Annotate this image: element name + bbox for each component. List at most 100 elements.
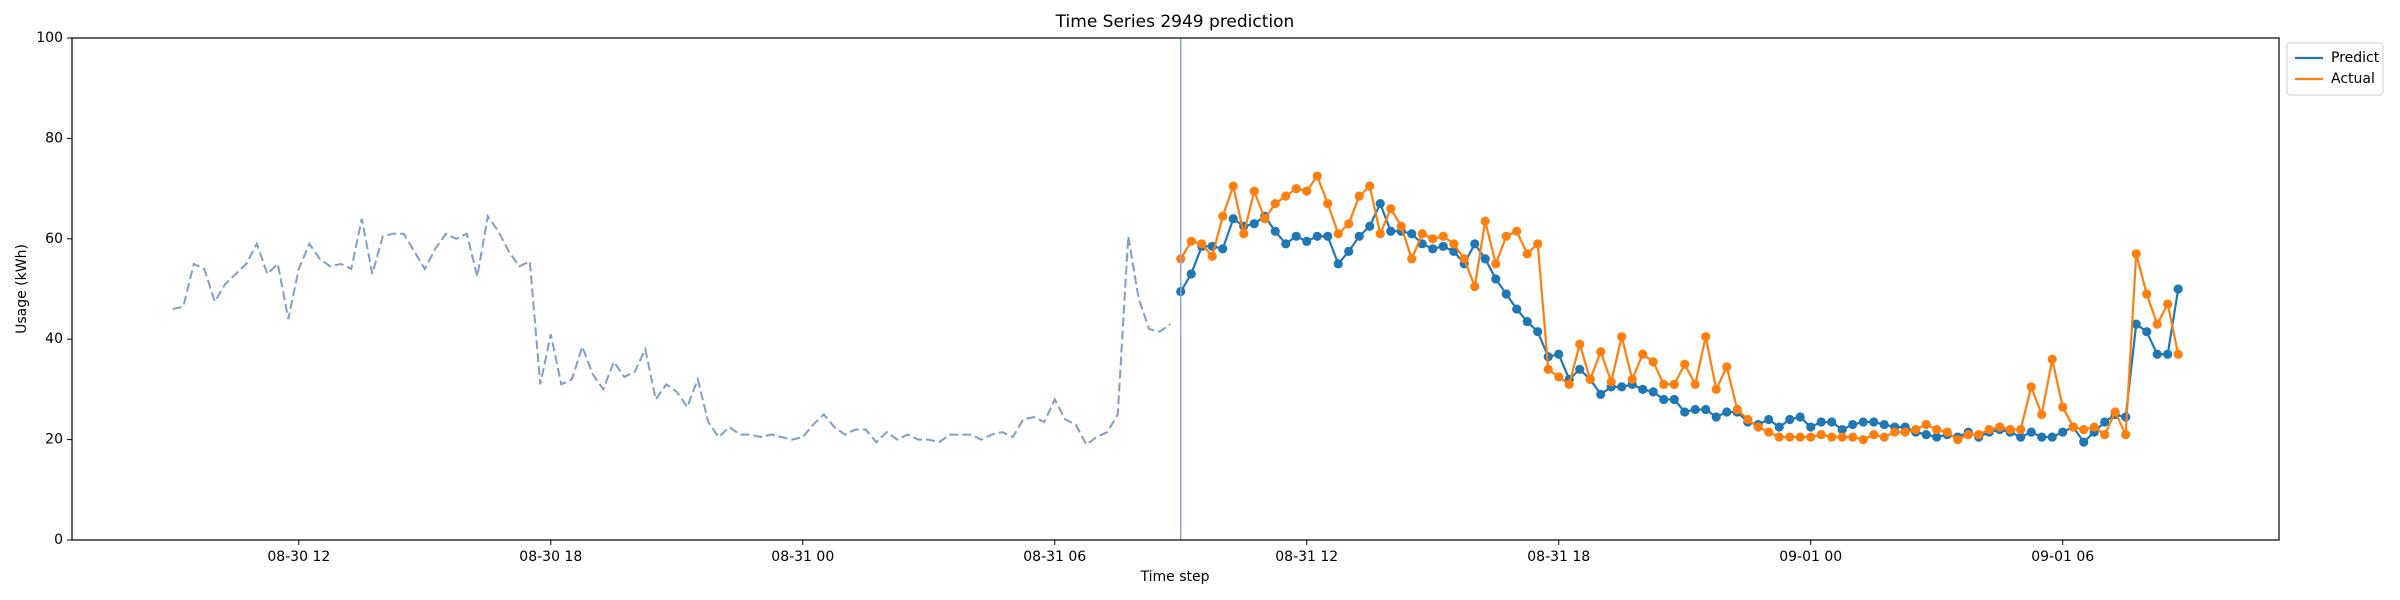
data-point <box>2047 354 2057 364</box>
data-point <box>1417 229 1427 239</box>
data-point <box>1701 332 1711 342</box>
data-point <box>1795 412 1805 422</box>
data-point <box>1848 432 1858 442</box>
data-point <box>2100 417 2110 427</box>
data-point <box>1512 226 1522 236</box>
data-point <box>1470 239 1480 249</box>
data-point <box>2152 349 2162 359</box>
data-point <box>1764 414 1774 425</box>
data-point <box>2079 424 2089 435</box>
data-point <box>1890 427 1900 437</box>
y-tick-label: 40 <box>45 331 63 347</box>
data-point <box>1186 269 1196 279</box>
data-point <box>1953 435 1963 445</box>
data-point <box>1669 379 1679 389</box>
data-point <box>1806 422 1816 432</box>
data-point <box>1911 424 1921 435</box>
data-point <box>1827 432 1837 442</box>
data-point <box>1218 211 1228 221</box>
data-point <box>1228 181 1238 191</box>
data-point <box>1249 186 1259 196</box>
data-point <box>2068 422 2078 432</box>
data-point <box>1680 359 1690 369</box>
data-point <box>1470 281 1480 292</box>
data-point <box>1869 417 1879 427</box>
data-point <box>1323 199 1333 209</box>
data-point <box>1827 417 1837 427</box>
data-point <box>1638 349 1648 359</box>
data-point <box>1449 246 1459 256</box>
data-point <box>2131 249 2141 259</box>
data-point <box>1995 422 2005 432</box>
plot-frame <box>71 37 2280 541</box>
data-point <box>1365 181 1375 191</box>
data-point <box>1438 231 1448 241</box>
data-point <box>2026 382 2036 392</box>
data-point <box>1837 432 1847 442</box>
x-tick-label: 09-01 00 <box>1779 549 1842 565</box>
data-point <box>1302 236 1312 246</box>
data-point <box>1606 377 1616 387</box>
data-point <box>2131 319 2141 329</box>
data-point <box>1344 246 1354 256</box>
y-axis-label: Usage (kWh) <box>14 244 30 334</box>
data-point <box>1848 419 1858 430</box>
data-point <box>1680 407 1690 417</box>
x-tick-label: 08-30 18 <box>519 549 582 565</box>
x-axis-label: Time step <box>1140 569 1210 585</box>
data-point <box>1785 432 1795 442</box>
data-point <box>1522 249 1532 259</box>
data-point <box>1942 427 1952 437</box>
data-point <box>2005 424 2015 435</box>
data-point <box>1291 184 1301 194</box>
data-point <box>1648 357 1658 367</box>
data-point <box>2163 349 2173 359</box>
data-point <box>1543 364 1553 374</box>
data-point <box>2047 432 2057 442</box>
data-point <box>2037 409 2047 420</box>
data-point <box>1197 239 1207 249</box>
data-point <box>1428 234 1438 244</box>
data-point <box>1312 231 1322 241</box>
data-point <box>1354 191 1364 201</box>
data-point <box>2089 422 2099 432</box>
data-point <box>2026 427 2036 437</box>
data-point <box>2173 284 2183 294</box>
data-point <box>1302 186 1312 196</box>
x-tick-label: 09-01 06 <box>2031 549 2094 565</box>
data-point <box>2142 327 2152 337</box>
data-point <box>1281 239 1291 249</box>
y-tick-label: 0 <box>54 532 63 548</box>
x-tick-label: 08-31 06 <box>1023 549 1086 565</box>
data-point <box>1438 241 1448 251</box>
data-point <box>1449 239 1459 249</box>
data-point <box>1186 236 1196 246</box>
data-point <box>1365 221 1375 231</box>
data-point <box>1354 231 1364 241</box>
data-point <box>1386 226 1396 236</box>
data-point <box>1270 226 1280 236</box>
data-point <box>2152 319 2162 329</box>
data-point <box>1932 432 1942 442</box>
data-point <box>2079 437 2089 447</box>
y-tick-label: 60 <box>45 231 63 247</box>
data-point <box>1554 372 1564 382</box>
data-point <box>1732 404 1742 415</box>
data-point <box>1659 394 1669 405</box>
data-point <box>2121 429 2131 440</box>
data-point <box>1932 424 1942 435</box>
data-point <box>1879 432 1889 442</box>
data-point <box>1512 304 1522 314</box>
data-point <box>2100 429 2110 440</box>
data-point <box>1596 347 1606 357</box>
y-tick-label: 100 <box>36 30 63 46</box>
data-point <box>1879 419 1889 430</box>
data-point <box>1900 427 1910 437</box>
data-point <box>1291 231 1301 241</box>
data-point <box>1218 244 1228 254</box>
data-point <box>1617 332 1627 342</box>
data-point <box>1375 229 1385 239</box>
data-point <box>1816 429 1826 440</box>
data-point <box>1816 417 1826 427</box>
